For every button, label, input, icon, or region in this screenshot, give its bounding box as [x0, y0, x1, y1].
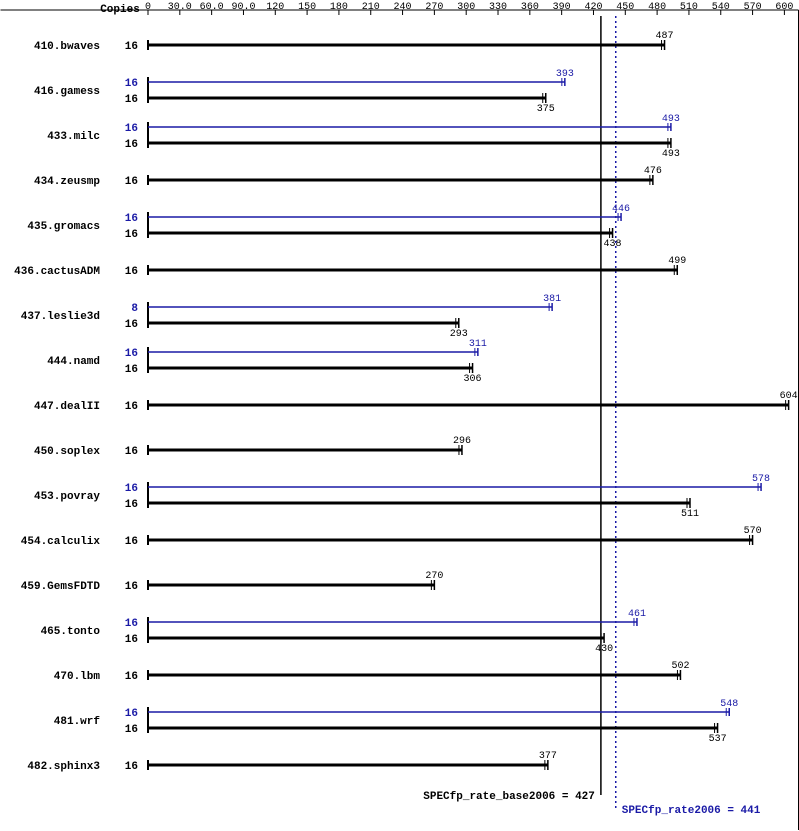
svg-text:16: 16: [125, 348, 138, 360]
svg-text:60.0: 60.0: [200, 2, 224, 13]
svg-text:499: 499: [668, 256, 686, 267]
svg-text:511: 511: [681, 509, 699, 520]
benchmark-name: 434.zeusmp: [34, 176, 100, 188]
svg-text:16: 16: [125, 229, 138, 241]
benchmark-name: 444.namd: [47, 356, 100, 368]
svg-text:578: 578: [752, 474, 770, 485]
svg-text:548: 548: [720, 699, 738, 710]
svg-text:16: 16: [125, 483, 138, 495]
svg-text:16: 16: [125, 618, 138, 630]
svg-text:446: 446: [612, 204, 630, 215]
svg-text:16: 16: [125, 139, 138, 151]
svg-text:438: 438: [604, 239, 622, 250]
svg-text:393: 393: [556, 69, 574, 80]
svg-text:0: 0: [145, 2, 151, 13]
svg-text:210: 210: [362, 2, 380, 13]
svg-text:604: 604: [780, 391, 798, 402]
svg-text:16: 16: [125, 364, 138, 376]
benchmark-name: 459.GemsFDTD: [21, 581, 101, 593]
svg-text:293: 293: [450, 329, 468, 340]
svg-text:420: 420: [584, 2, 602, 13]
svg-text:16: 16: [125, 708, 138, 720]
svg-text:16: 16: [125, 634, 138, 646]
svg-text:296: 296: [453, 436, 471, 447]
svg-text:8: 8: [131, 303, 138, 315]
svg-text:493: 493: [662, 114, 680, 125]
svg-text:487: 487: [656, 31, 674, 42]
svg-text:306: 306: [464, 374, 482, 385]
svg-text:16: 16: [125, 123, 138, 135]
benchmark-name: 416.gamess: [34, 86, 100, 98]
benchmark-name: 437.leslie3d: [21, 311, 100, 323]
ref-peak-label: SPECfp_rate2006 = 441: [622, 805, 761, 817]
svg-text:16: 16: [125, 536, 138, 548]
benchmark-name: 481.wrf: [54, 716, 101, 728]
svg-text:450: 450: [616, 2, 634, 13]
benchmark-name: 435.gromacs: [27, 221, 100, 233]
svg-text:16: 16: [125, 724, 138, 736]
svg-text:240: 240: [394, 2, 412, 13]
svg-text:461: 461: [628, 609, 646, 620]
svg-text:390: 390: [553, 2, 571, 13]
svg-text:90.0: 90.0: [231, 2, 255, 13]
svg-text:360: 360: [521, 2, 539, 13]
benchmark-name: 433.milc: [47, 131, 100, 143]
svg-text:330: 330: [489, 2, 507, 13]
svg-text:570: 570: [744, 2, 762, 13]
benchmark-name: 470.lbm: [54, 671, 101, 683]
svg-text:16: 16: [125, 761, 138, 773]
svg-text:16: 16: [125, 266, 138, 278]
svg-text:300: 300: [457, 2, 475, 13]
svg-text:16: 16: [125, 41, 138, 53]
svg-text:120: 120: [266, 2, 284, 13]
svg-text:16: 16: [125, 94, 138, 106]
svg-text:537: 537: [709, 734, 727, 745]
svg-text:Copies: Copies: [100, 4, 140, 16]
benchmark-name: 410.bwaves: [34, 41, 100, 53]
svg-text:377: 377: [539, 751, 557, 762]
svg-text:480: 480: [648, 2, 666, 13]
benchmark-name: 453.povray: [34, 491, 100, 503]
svg-text:600: 600: [775, 2, 793, 13]
svg-text:16: 16: [125, 581, 138, 593]
svg-text:16: 16: [125, 213, 138, 225]
svg-text:493: 493: [662, 149, 680, 160]
svg-text:150: 150: [298, 2, 316, 13]
svg-text:30.0: 30.0: [168, 2, 192, 13]
svg-text:430: 430: [595, 644, 613, 655]
benchmark-name: 447.dealII: [34, 401, 100, 413]
svg-text:16: 16: [125, 671, 138, 683]
spec-chart: 0 30.0 60.0 90.0 120 150 180 210 240 270 300 330 360…: [0, 0, 799, 831]
svg-text:16: 16: [125, 401, 138, 413]
svg-text:570: 570: [744, 526, 762, 537]
svg-text:180: 180: [330, 2, 348, 13]
svg-text:16: 16: [125, 176, 138, 188]
ref-base-label: SPECfp_rate_base2006 = 427: [423, 791, 595, 803]
svg-text:510: 510: [680, 2, 698, 13]
svg-text:16: 16: [125, 78, 138, 90]
svg-text:540: 540: [712, 2, 730, 13]
svg-text:16: 16: [125, 319, 138, 331]
svg-text:311: 311: [469, 339, 487, 350]
svg-text:476: 476: [644, 166, 662, 177]
svg-text:381: 381: [543, 294, 561, 305]
benchmark-name: 454.calculix: [21, 536, 101, 548]
benchmark-name: 482.sphinx3: [27, 761, 100, 773]
benchmark-name: 450.soplex: [34, 446, 100, 458]
benchmark-name: 465.tonto: [41, 626, 101, 638]
svg-text:502: 502: [671, 661, 689, 672]
svg-text:16: 16: [125, 499, 138, 511]
svg-text:270: 270: [425, 571, 443, 582]
svg-text:375: 375: [537, 104, 555, 115]
svg-text:270: 270: [425, 2, 443, 13]
benchmark-name: 436.cactusADM: [14, 266, 100, 278]
svg-text:16: 16: [125, 446, 138, 458]
